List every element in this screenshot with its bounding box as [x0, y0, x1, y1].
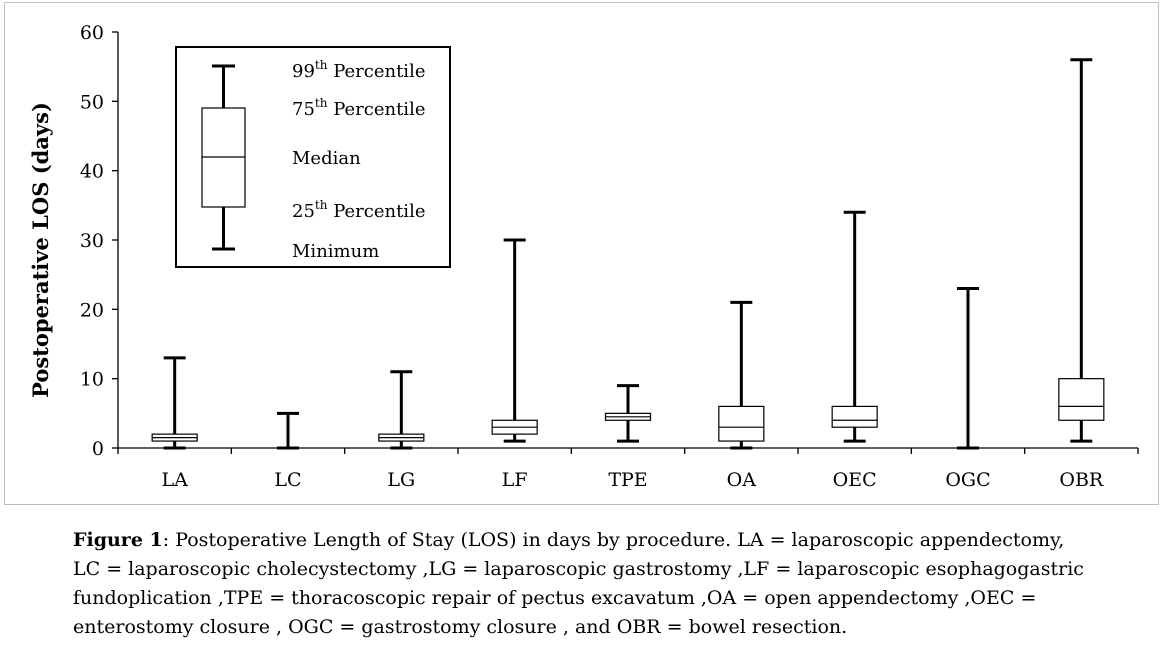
- x-axis: LA LC LG LF TPE OA OEC OGC OBR: [117, 447, 1139, 491]
- box-iqr: [718, 405, 765, 442]
- legend-label-99th: 99th Percentile: [292, 58, 425, 82]
- caption-text: : Postoperative Length of Stay (LOS) in …: [73, 529, 1084, 638]
- legend-box-glyph: [201, 64, 246, 251]
- x-tick-label-lf: LF: [502, 469, 528, 491]
- box-iqr: [1058, 378, 1105, 421]
- caption-label: Figure 1: [73, 529, 163, 551]
- box-lc: [277, 411, 299, 450]
- x-tick-label-oec: OEC: [833, 469, 877, 491]
- x-tick-label-oa: OA: [727, 469, 757, 491]
- y-tick-label: 40: [80, 161, 104, 183]
- box-la: [151, 356, 198, 450]
- y-tick-label: 0: [92, 438, 104, 460]
- y-tick-label: 50: [80, 91, 104, 113]
- x-tick-label-lc: LC: [274, 469, 301, 491]
- y-axis-label: Postoperative LOS (days): [28, 102, 53, 398]
- x-tick-label-obr: OBR: [1059, 469, 1104, 491]
- box-iqr: [831, 405, 878, 428]
- box-tpe: [604, 384, 652, 443]
- box-series: [151, 58, 1105, 450]
- box-obr: [1058, 58, 1105, 443]
- y-tick-label: 10: [80, 369, 104, 391]
- y-axis: 0 10 20 30 40 50 60: [80, 22, 119, 460]
- x-tick-label-la: LA: [161, 469, 188, 491]
- chart-frame: [4, 2, 1159, 505]
- y-tick-label: 60: [80, 22, 104, 44]
- box-oec: [831, 210, 878, 443]
- legend-label-minimum: Minimum: [292, 241, 379, 262]
- box-ogc: [957, 287, 979, 450]
- box-lf: [491, 238, 538, 443]
- legend-label-75th: 75th Percentile: [292, 96, 425, 120]
- legend-label-median: Median: [292, 148, 361, 169]
- x-tick-label-lg: LG: [387, 469, 415, 491]
- box-plot-chart: 0 10 20 30 40 50 60 LA LC LG LF TPE OA OEC OGC OBR Pos…: [28, 22, 1139, 491]
- figure-caption: Figure 1: Postoperative Length of Stay (…: [73, 526, 1093, 642]
- box-oa: [718, 300, 765, 450]
- box-lg: [378, 370, 425, 450]
- y-tick-label: 20: [80, 299, 104, 321]
- legend: 99th Percentile 75th Percentile Median 2…: [175, 46, 451, 268]
- x-tick-label-tpe: TPE: [608, 469, 647, 491]
- legend-label-25th: 25th Percentile: [292, 198, 425, 222]
- y-tick-label: 30: [80, 230, 104, 252]
- x-tick-label-ogc: OGC: [945, 469, 990, 491]
- legend-frame: [175, 46, 451, 268]
